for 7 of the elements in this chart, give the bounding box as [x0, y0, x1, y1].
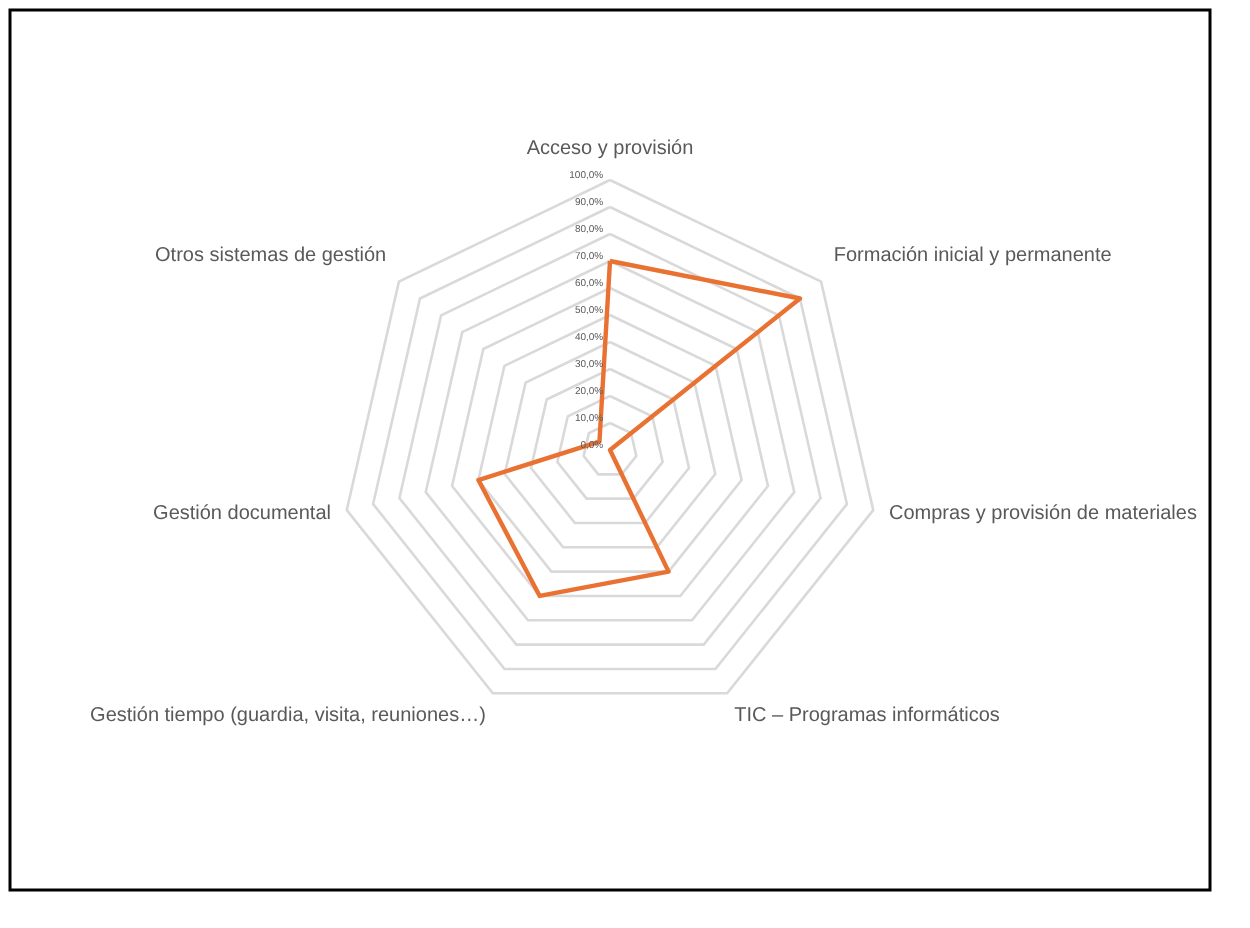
spoke-label: Compras y provisión de materiales — [889, 503, 1197, 526]
spoke-label: Gestión tiempo (guardia, visita, reuniones…) — [90, 705, 486, 728]
spoke-label: Gestión documental — [153, 503, 331, 526]
spoke-label: Acceso y provisión — [526, 138, 694, 161]
spoke-label: Formación inicial y permanente — [833, 245, 1113, 268]
spoke-label: TIC – Programas informáticos — [734, 705, 1000, 728]
spoke-label: Otros sistemas de gestión — [155, 245, 387, 268]
